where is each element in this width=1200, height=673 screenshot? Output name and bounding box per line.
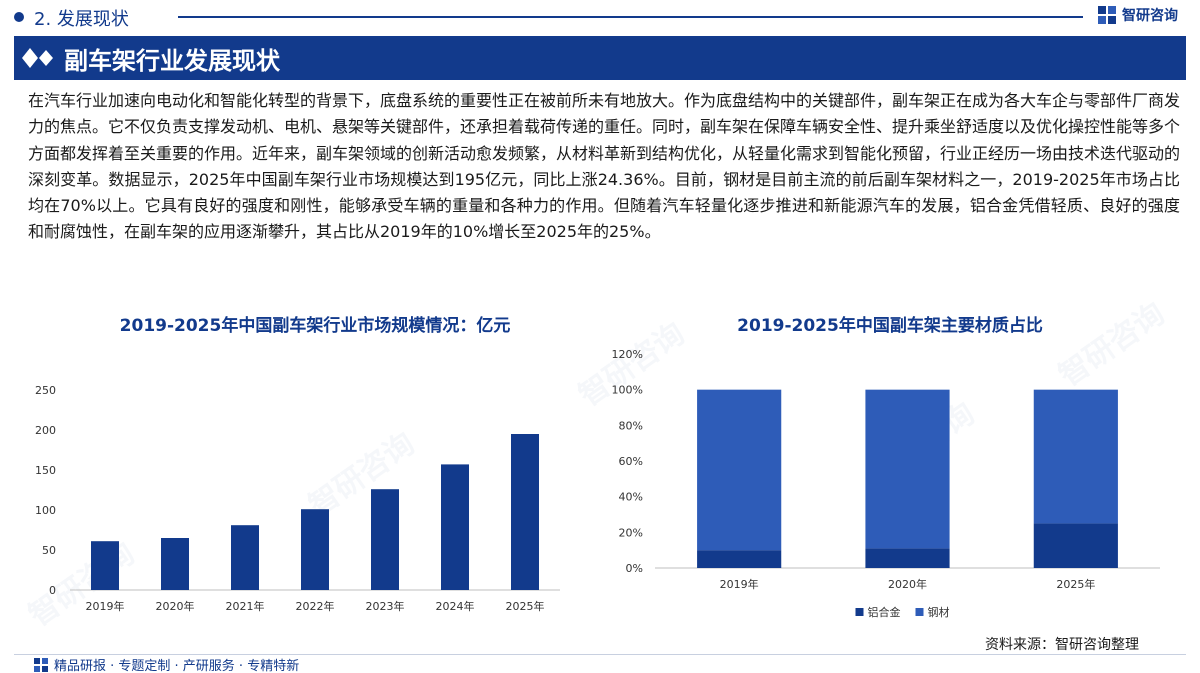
y-tick-label: 50 [42, 544, 56, 557]
title-bar: 副车架行业发展现状 [14, 36, 1186, 80]
y-tick-label: 20% [619, 526, 643, 539]
material-share-chart-title: 2019-2025年中国副车架主要材质占比 [737, 316, 1043, 336]
tagline-text: 精品研报 · 专题定制 · 产研服务 · 专精特新 [54, 659, 300, 673]
brand-logo: 智研咨询 [1097, 5, 1178, 25]
market-size-chart-title: 2019-2025年中国副车架行业市场规模情况：亿元 [119, 316, 511, 336]
logo-icon [34, 657, 48, 672]
x-tick-label: 2022年 [296, 599, 335, 613]
legend-label: 钢材 [928, 605, 950, 619]
y-tick-label: 200 [35, 424, 56, 437]
stacked-bar-segment [865, 548, 950, 568]
section-label: 2. 发展现状 [34, 9, 129, 30]
legend-label: 铝合金 [868, 605, 901, 619]
diamond-icon [22, 48, 53, 68]
bullet-dot-icon [14, 12, 24, 22]
x-tick-label: 2024年 [436, 599, 475, 613]
body-paragraph: 在汽车行业加速向电动化和智能化转型的背景下，底盘系统的重要性正在被前所未有地放大… [28, 91, 1181, 242]
y-tick-label: 100 [35, 504, 56, 517]
y-tick-label: 120% [612, 348, 643, 361]
logo-icon [1098, 6, 1116, 24]
bar [91, 541, 119, 590]
top-bar: 2. 发展现状 智研咨询 [0, 0, 1200, 34]
bar [301, 509, 329, 590]
x-tick-label: 2019年 [86, 599, 125, 613]
logo-text: 智研咨询 [1122, 8, 1178, 24]
y-tick-label: 80% [619, 419, 643, 432]
bar [231, 525, 259, 590]
bar [511, 434, 539, 590]
x-tick-label: 2023年 [366, 599, 405, 613]
header-divider [178, 16, 1083, 18]
y-tick-label: 100% [612, 384, 643, 397]
x-tick-label: 2020年 [156, 599, 195, 613]
footer-tagline: 精品研报 · 专题定制 · 产研服务 · 专精特新 [34, 655, 299, 673]
x-tick-label: 2021年 [226, 599, 265, 613]
market-size-chart: 0 50 100 150 200 250 2019年 2020年 2021年 2022年 2023年… [35, 384, 560, 613]
x-tick-label: 2025年 [1056, 577, 1095, 591]
x-tick-label: 2025年 [506, 599, 545, 613]
x-tick-label: 2019年 [720, 577, 759, 591]
source-note: 资料来源：智研咨询整理 [985, 637, 1139, 653]
bar [441, 464, 469, 590]
y-tick-label: 60% [619, 455, 643, 468]
stacked-bar-segment [697, 389, 782, 551]
stacked-bar-segment [1033, 389, 1118, 524]
bar [161, 538, 189, 590]
x-tick-label: 2020年 [888, 577, 927, 591]
page-title: 副车架行业发展现状 [64, 47, 280, 75]
y-tick-label: 40% [619, 491, 643, 504]
legend-swatch [855, 608, 864, 616]
stacked-bar-segment [697, 550, 782, 568]
y-tick-label: 0% [626, 562, 643, 575]
stacked-bar-segment [865, 389, 950, 549]
y-tick-label: 0 [49, 584, 56, 597]
bar [371, 489, 399, 590]
legend-swatch [915, 608, 924, 616]
y-tick-label: 150 [35, 464, 56, 477]
footer-divider [14, 654, 1186, 655]
stacked-bar-segment [1033, 523, 1118, 568]
y-tick-label: 250 [35, 384, 56, 397]
material-share-chart: 0% 20% 40% 60% 80% 100% 120% 2019年 2020年 2025年铝合金… [612, 348, 1160, 619]
